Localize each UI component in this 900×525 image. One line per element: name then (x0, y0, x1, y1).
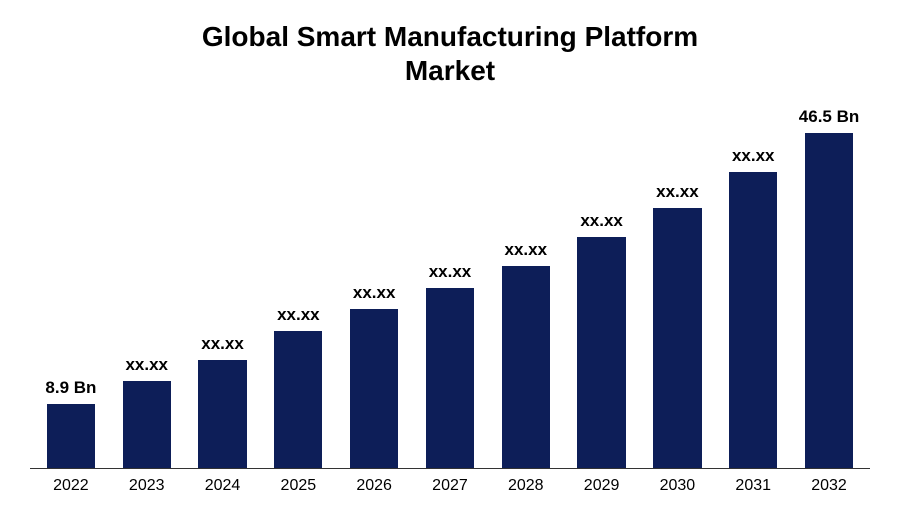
x-axis-tick: 2022 (40, 477, 102, 495)
x-axis-tick: 2025 (267, 477, 329, 495)
bar-group: xx.xx (267, 107, 329, 468)
bar-group: xx.xx (571, 107, 633, 468)
bar-value-label: xx.xx (201, 334, 244, 354)
x-axis-tick: 2032 (798, 477, 860, 495)
bar-value-label: xx.xx (505, 240, 548, 260)
x-axis-tick: 2026 (343, 477, 405, 495)
x-axis: 2022 2023 2024 2025 2026 2027 2028 2029 2030 2031… (30, 469, 870, 495)
bar-value-label: xx.xx (353, 283, 396, 303)
plot-area: 8.9 Bn xx.xx xx.xx xx.xx xx.xx xx.xx xx.xx xx.x… (30, 107, 870, 469)
bar (729, 172, 777, 468)
x-axis-tick: 2023 (116, 477, 178, 495)
bar-value-label: xx.xx (656, 182, 699, 202)
bar-group: 8.9 Bn (40, 107, 102, 468)
bar-value-label: 46.5 Bn (799, 107, 859, 127)
x-axis-tick: 2031 (722, 477, 784, 495)
bar (805, 133, 853, 468)
bar (274, 331, 322, 468)
x-axis-tick: 2030 (647, 477, 709, 495)
bar-group: xx.xx (647, 107, 709, 468)
bar-value-label: 8.9 Bn (45, 378, 96, 398)
bar-value-label: xx.xx (125, 355, 168, 375)
bar (47, 404, 95, 468)
bar-group: xx.xx (343, 107, 405, 468)
chart-title-line1: Global Smart Manufacturing Platform (30, 20, 870, 54)
bar (198, 360, 246, 468)
bar-value-label: xx.xx (277, 305, 320, 325)
bar (653, 208, 701, 468)
x-axis-tick: 2027 (419, 477, 481, 495)
bar-group: 46.5 Bn (798, 107, 860, 468)
chart-container: Global Smart Manufacturing Platform Mark… (0, 0, 900, 525)
x-axis-tick: 2024 (192, 477, 254, 495)
bar-group: xx.xx (419, 107, 481, 468)
x-axis-tick: 2028 (495, 477, 557, 495)
bar-value-label: xx.xx (732, 146, 775, 166)
bar (577, 237, 625, 468)
bar (426, 288, 474, 468)
bar-group: xx.xx (722, 107, 784, 468)
bar-value-label: xx.xx (429, 262, 472, 282)
bar-group: xx.xx (495, 107, 557, 468)
bar (502, 266, 550, 468)
bar-group: xx.xx (192, 107, 254, 468)
x-axis-tick: 2029 (571, 477, 633, 495)
bar (123, 381, 171, 468)
bar (350, 309, 398, 468)
bar-group: xx.xx (116, 107, 178, 468)
chart-title-line2: Market (30, 54, 870, 88)
chart-title: Global Smart Manufacturing Platform Mark… (30, 20, 870, 87)
bar-value-label: xx.xx (580, 211, 623, 231)
